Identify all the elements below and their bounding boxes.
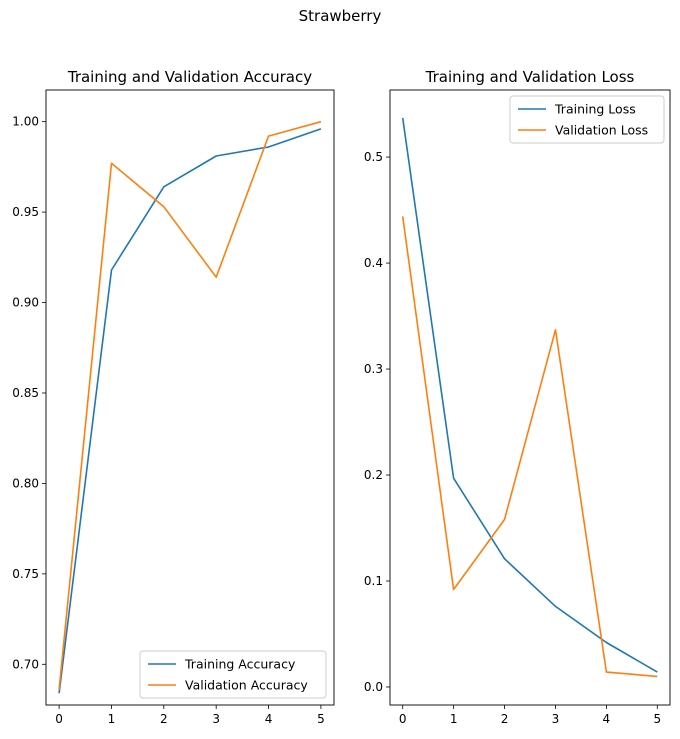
series-line-validation-accuracy [58, 120, 322, 690]
y-tick-label: 0.1 [364, 574, 383, 588]
y-tick-label: 0.70 [12, 657, 39, 671]
plot-frame [45, 89, 335, 706]
y-tick-label: 0.85 [12, 386, 39, 400]
x-tick-label: 3 [212, 712, 220, 726]
x-tick-label: 0 [55, 712, 63, 726]
y-tick-label: 0.90 [12, 296, 39, 310]
legend-label: Validation Accuracy [185, 678, 308, 693]
legend-box [509, 95, 665, 144]
series-line-training-loss [401, 117, 658, 673]
x-tick-label: 4 [603, 712, 611, 726]
x-tick-label: 1 [108, 712, 116, 726]
y-tick-label: 0.4 [364, 256, 383, 270]
accuracy-chart: Training and Validation Accuracy 0 1 2 3 4 5 0.… [12, 68, 335, 726]
x-tick-label: 2 [160, 712, 168, 726]
loss-chart: Training and Validation Loss 0 1 2 3 4 5 0.0 0.1… [364, 68, 671, 726]
x-tick-label: 1 [450, 712, 458, 726]
y-tick-label: 0.3 [364, 362, 383, 376]
chart-title: Training and Validation Accuracy [67, 68, 312, 86]
chart-title: Training and Validation Loss [425, 68, 635, 86]
series-line-training-accuracy [58, 128, 322, 694]
y-tick-label: 0.95 [12, 205, 39, 219]
x-tick-label: 4 [265, 712, 273, 726]
y-tick-label: 1.00 [12, 115, 39, 129]
y-tick-label: 0.75 [12, 567, 39, 581]
x-tick-label: 0 [399, 712, 407, 726]
x-tick-label: 5 [317, 712, 325, 726]
x-tick-label: 5 [653, 712, 661, 726]
y-tick-label: 0.80 [12, 476, 39, 490]
figure-suptitle: Strawberry [298, 7, 382, 25]
legend-box [139, 650, 327, 699]
legend-label: Training Accuracy [184, 657, 296, 672]
y-tick-label: 0.5 [364, 150, 383, 164]
y-tick-label: 0.0 [364, 680, 383, 694]
legend-label: Training Loss [554, 102, 636, 117]
plot-frame [389, 89, 671, 706]
legend-label: Validation Loss [555, 123, 648, 138]
y-tick-label: 0.2 [364, 468, 383, 482]
series-line-validation-loss [401, 216, 658, 678]
x-tick-label: 3 [552, 712, 560, 726]
x-tick-label: 2 [501, 712, 509, 726]
